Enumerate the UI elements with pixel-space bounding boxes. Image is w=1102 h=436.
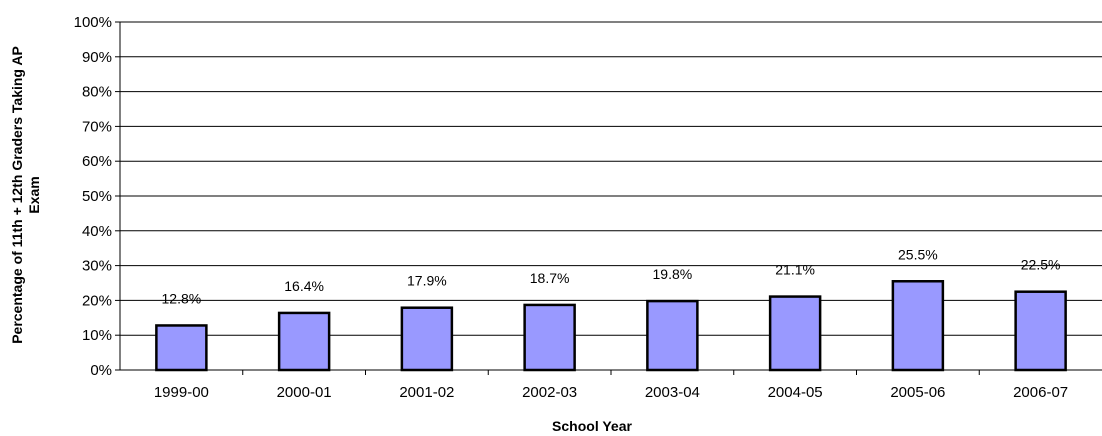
- y-tick-label: 0%: [90, 362, 112, 379]
- x-tick-label: 2004-05: [768, 384, 823, 401]
- y-tick-label: 50%: [82, 188, 112, 205]
- bar: [646, 299, 699, 372]
- bar: [523, 303, 576, 372]
- y-tick-label: 10%: [82, 327, 112, 344]
- x-tick-labels: 1999-00 2000-01 2001-02 2002-03 2003-04 2004-…: [154, 384, 1068, 401]
- y-tick-label: 80%: [82, 84, 112, 101]
- y-tick-label: 30%: [82, 258, 112, 275]
- y-tick-label: 60%: [82, 153, 112, 170]
- bars: [155, 280, 1067, 372]
- data-label: 12.8%: [162, 290, 202, 306]
- bar: [768, 295, 822, 372]
- x-tick-label: 2001-02: [399, 384, 454, 401]
- y-axis-title-line-2: Exam: [26, 176, 42, 213]
- y-tick-label: 100%: [74, 14, 112, 31]
- x-tick-label: 1999-00: [154, 384, 209, 401]
- bar: [400, 306, 454, 372]
- bar: [1014, 290, 1067, 372]
- y-tick-labels: 0% 10% 20% 30% 40% 50% 60% 70% 80% 90% 100%: [74, 14, 112, 379]
- y-tick-label: 20%: [82, 292, 112, 309]
- x-tick-label: 2003-04: [645, 384, 700, 401]
- axes: [115, 21, 1102, 375]
- x-axis-title: School Year: [552, 418, 632, 434]
- x-tick-label: 2005-06: [890, 384, 945, 401]
- x-tick-label: 2006-07: [1013, 384, 1068, 401]
- y-tick-label: 70%: [82, 118, 112, 135]
- y-tick-label: 90%: [82, 49, 112, 66]
- data-label: 18.7%: [530, 270, 570, 286]
- data-label: 19.8%: [653, 266, 693, 282]
- bar: [277, 311, 331, 372]
- y-tick-label: 40%: [82, 223, 112, 240]
- data-label: 16.4%: [284, 278, 324, 294]
- data-label: 21.1%: [775, 262, 815, 278]
- x-tick-label: 2000-01: [277, 384, 332, 401]
- bar: [155, 324, 208, 372]
- gridlines: [120, 21, 1102, 336]
- y-axis-title: Percentage of 11th + 12th Graders Taking…: [9, 46, 42, 344]
- data-labels: 12.8% 16.4% 17.9% 18.7% 19.8% 21.1% 25.5% 22.5%: [162, 246, 1061, 306]
- y-axis-title-line-1: Percentage of 11th + 12th Graders Taking…: [9, 46, 25, 344]
- data-label: 22.5%: [1021, 257, 1061, 273]
- data-label: 25.5%: [898, 246, 938, 262]
- bar: [891, 280, 945, 372]
- data-label: 17.9%: [407, 273, 447, 289]
- x-tick-label: 2002-03: [522, 384, 577, 401]
